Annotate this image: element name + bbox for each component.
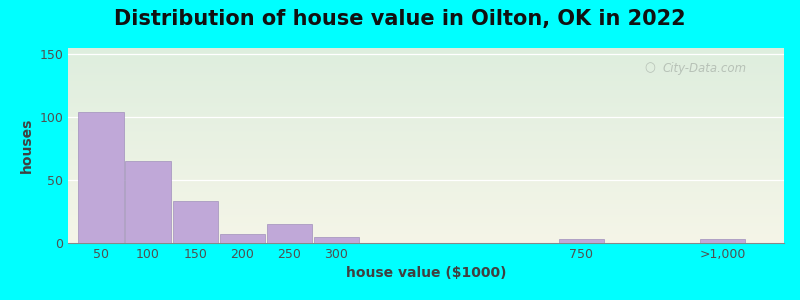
Bar <box>314 237 359 243</box>
Bar <box>126 161 170 243</box>
Bar <box>78 112 123 243</box>
Text: City-Data.com: City-Data.com <box>662 61 746 75</box>
Bar <box>173 202 218 243</box>
Bar <box>700 239 746 243</box>
Y-axis label: houses: houses <box>20 118 34 173</box>
Text: Distribution of house value in Oilton, OK in 2022: Distribution of house value in Oilton, O… <box>114 9 686 29</box>
Bar <box>266 224 312 243</box>
X-axis label: house value ($1000): house value ($1000) <box>346 266 506 280</box>
Bar <box>220 234 265 243</box>
Bar <box>559 239 604 243</box>
Text: ○: ○ <box>644 61 655 75</box>
